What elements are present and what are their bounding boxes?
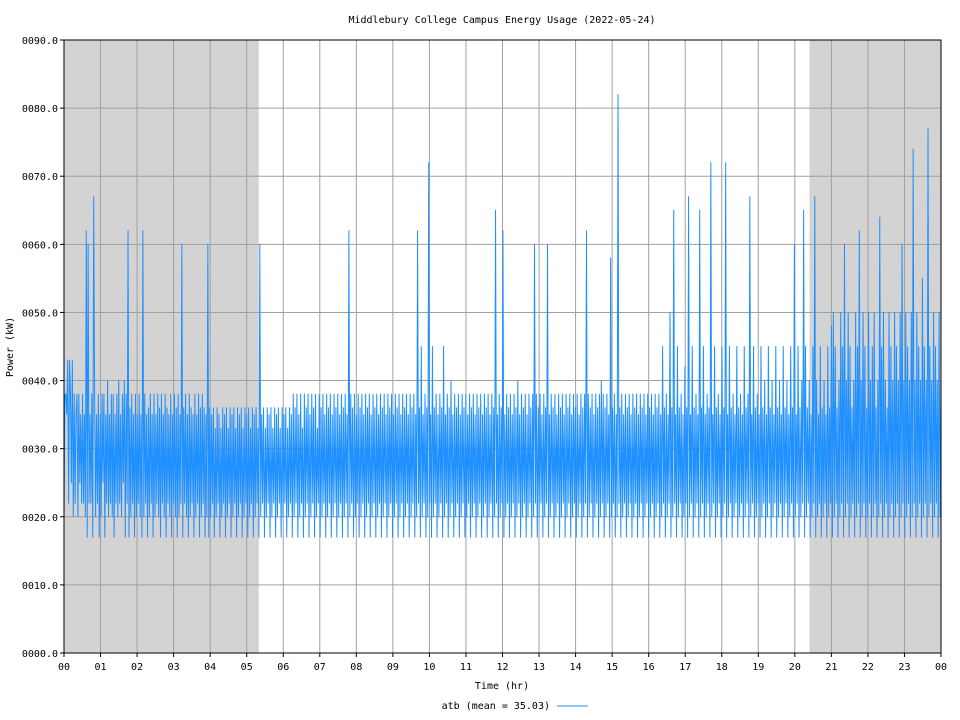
- x-tick-label: 21: [825, 662, 837, 673]
- y-tick-label: 0070.0: [22, 172, 58, 183]
- x-tick-label: 06: [277, 662, 289, 673]
- night-shade-region: [64, 40, 259, 653]
- x-tick-label: 10: [423, 662, 435, 673]
- y-tick-label: 0000.0: [22, 649, 58, 660]
- chart-title: Middlebury College Campus Energy Usage (…: [348, 15, 655, 26]
- y-tick-label: 0090.0: [22, 36, 58, 47]
- tick-group: 00 01 02 03 04 05 06 07 08 09 10 11 12 13 14 15 16 17 18 19…: [22, 36, 947, 673]
- y-axis-label: Power (kW): [5, 317, 16, 377]
- y-tick-label: 0080.0: [22, 104, 58, 115]
- x-tick-label: 05: [241, 662, 253, 673]
- x-tick-label: 01: [95, 662, 107, 673]
- legend-label: atb (mean = 35.03): [442, 701, 550, 712]
- series-line-atb: [63, 93, 942, 538]
- x-tick-label: 20: [789, 662, 801, 673]
- x-tick-label: 19: [752, 662, 764, 673]
- x-tick-label: 00: [58, 662, 70, 673]
- x-tick-label: 04: [204, 662, 216, 673]
- x-tick-label: 17: [679, 662, 691, 673]
- x-tick-label: 13: [533, 662, 545, 673]
- x-axis-label: Time (hr): [475, 681, 529, 692]
- x-tick-label: 16: [643, 662, 655, 673]
- y-tick-label: 0030.0: [22, 445, 58, 456]
- x-tick-label: 09: [387, 662, 399, 673]
- series-group: [63, 93, 942, 538]
- x-tick-label: 18: [716, 662, 728, 673]
- y-tick-label: 0010.0: [22, 581, 58, 592]
- x-tick-label: 15: [606, 662, 618, 673]
- y-tick-label: 0020.0: [22, 513, 58, 524]
- x-tick-label: 07: [314, 662, 326, 673]
- x-tick-label: 22: [862, 662, 874, 673]
- y-tick-label: 0060.0: [22, 240, 58, 251]
- y-tick-label: 0050.0: [22, 308, 58, 319]
- x-tick-label: 23: [898, 662, 910, 673]
- x-tick-label: 08: [350, 662, 362, 673]
- y-tick-label: 0040.0: [22, 377, 58, 388]
- x-tick-label: 11: [460, 662, 472, 673]
- x-tick-label: 02: [131, 662, 143, 673]
- x-tick-label: 14: [570, 662, 582, 673]
- x-tick-label: 00: [935, 662, 947, 673]
- night-shade-region: [809, 40, 941, 653]
- x-tick-label: 12: [496, 662, 508, 673]
- x-tick-label: 03: [168, 662, 180, 673]
